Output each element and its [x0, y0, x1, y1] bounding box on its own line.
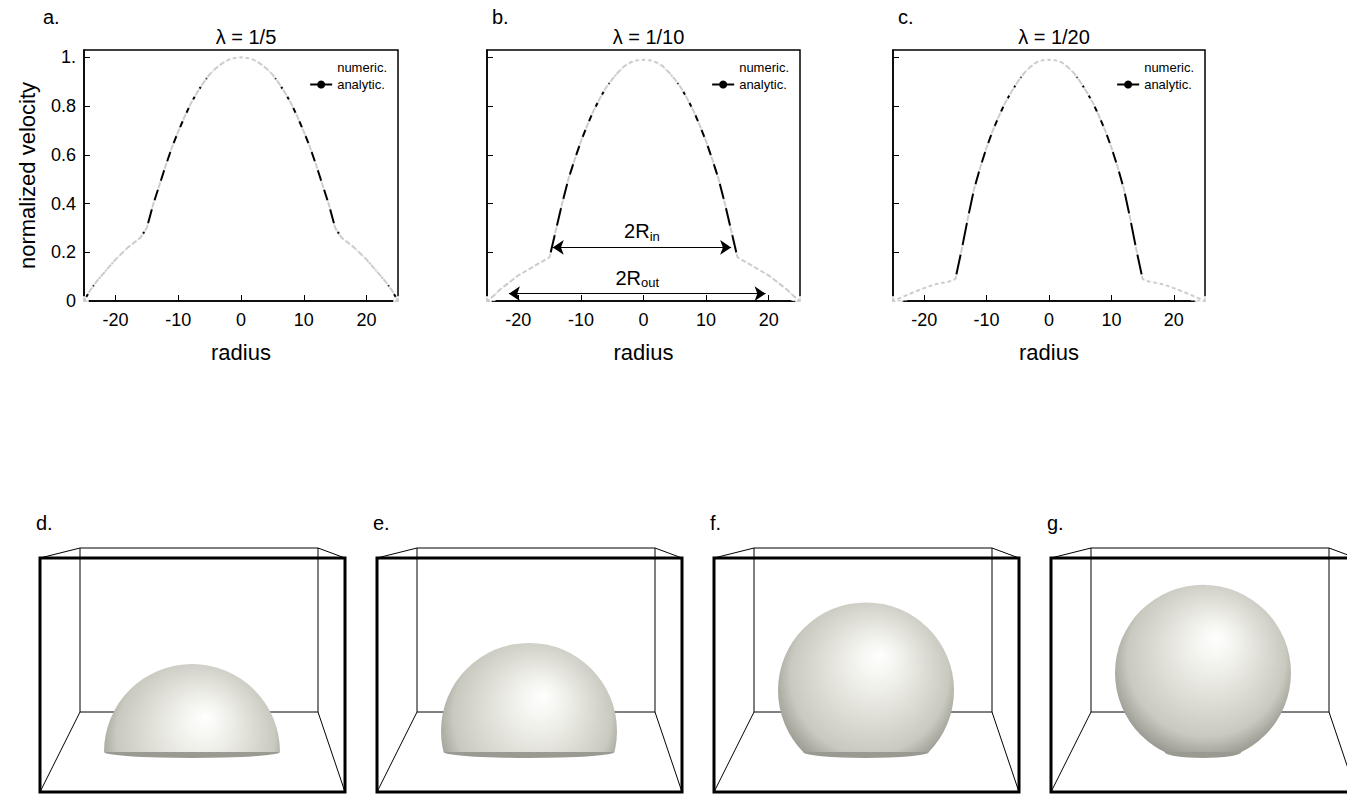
- svg-text:-10: -10: [568, 310, 594, 330]
- svg-text:20: 20: [357, 310, 377, 330]
- svg-text:10: 10: [696, 310, 716, 330]
- svg-text:f.: f.: [710, 512, 721, 534]
- svg-text:-10: -10: [165, 310, 191, 330]
- svg-text:0.4: 0.4: [51, 194, 76, 214]
- svg-text:-20: -20: [505, 310, 531, 330]
- svg-text:0: 0: [236, 310, 246, 330]
- svg-text:λ = 1/10: λ = 1/10: [613, 26, 685, 48]
- svg-text:10: 10: [294, 310, 314, 330]
- svg-text:2R: 2R: [624, 220, 650, 242]
- svg-text:10: 10: [1101, 310, 1121, 330]
- svg-text:normalized velocity: normalized velocity: [15, 82, 40, 269]
- svg-text:g.: g.: [1047, 512, 1064, 534]
- svg-text:0.8: 0.8: [51, 96, 76, 116]
- svg-text:0.2: 0.2: [51, 242, 76, 262]
- svg-text:analytic.: analytic.: [1144, 77, 1192, 92]
- svg-text:-20: -20: [911, 310, 937, 330]
- svg-text:radius: radius: [211, 340, 271, 365]
- svg-text:numeric.: numeric.: [1144, 60, 1194, 75]
- svg-text:d.: d.: [36, 512, 53, 534]
- svg-text:c.: c.: [898, 6, 914, 28]
- svg-text:0.6: 0.6: [51, 145, 76, 165]
- svg-text:20: 20: [1164, 310, 1184, 330]
- svg-text:analytic.: analytic.: [739, 77, 787, 92]
- svg-text:0: 0: [66, 291, 76, 311]
- svg-text:analytic.: analytic.: [337, 77, 385, 92]
- svg-text:λ = 1/5: λ = 1/5: [216, 26, 277, 48]
- svg-text:λ = 1/20: λ = 1/20: [1018, 26, 1090, 48]
- svg-text:radius: radius: [614, 340, 674, 365]
- svg-text:e.: e.: [373, 512, 390, 534]
- svg-text:1.: 1.: [61, 47, 76, 67]
- svg-text:20: 20: [759, 310, 779, 330]
- svg-text:in: in: [650, 229, 660, 244]
- svg-text:numeric.: numeric.: [739, 60, 789, 75]
- svg-text:-10: -10: [974, 310, 1000, 330]
- svg-text:-20: -20: [102, 310, 128, 330]
- svg-text:a.: a.: [43, 6, 60, 28]
- svg-text:numeric.: numeric.: [337, 60, 387, 75]
- svg-text:0: 0: [1044, 310, 1054, 330]
- svg-text:2R: 2R: [615, 267, 641, 289]
- svg-text:radius: radius: [1019, 340, 1079, 365]
- svg-text:b.: b.: [492, 6, 509, 28]
- svg-text:0: 0: [638, 310, 648, 330]
- svg-text:out: out: [641, 275, 659, 290]
